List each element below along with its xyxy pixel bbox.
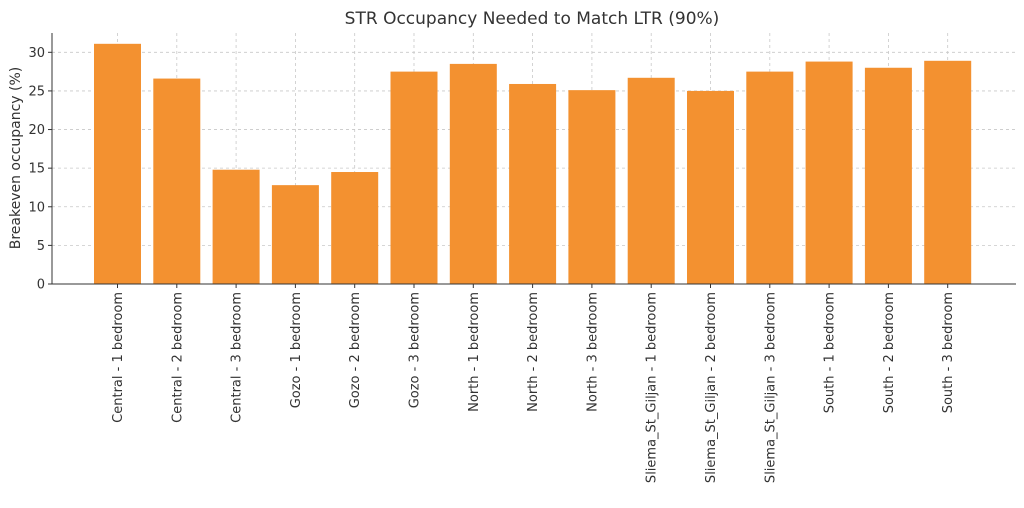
x-tick-label: Gozo - 3 bedroom bbox=[408, 292, 423, 408]
bar bbox=[390, 71, 438, 284]
axes-layer bbox=[51, 33, 1016, 285]
y-tick-label: 30 bbox=[28, 46, 45, 61]
x-tick-label: Gozo - 2 bedroom bbox=[348, 292, 363, 408]
bar bbox=[805, 61, 853, 285]
y-tick-label: 5 bbox=[37, 239, 45, 254]
y-tick-label: 10 bbox=[28, 200, 45, 215]
x-tick-label: Central - 1 bedroom bbox=[111, 292, 126, 423]
bar bbox=[331, 172, 379, 284]
y-axis-label: Breakeven occupancy (%) bbox=[8, 67, 24, 250]
y-tick-label: 0 bbox=[37, 278, 45, 293]
x-tick-label: Sliema_St_Giljan - 2 bedroom bbox=[704, 292, 719, 483]
bar bbox=[449, 63, 497, 285]
bars-layer bbox=[94, 43, 972, 285]
bar bbox=[864, 67, 912, 284]
y-tick-label: 15 bbox=[28, 162, 45, 177]
bar bbox=[568, 90, 616, 284]
x-tick-label: Gozo - 1 bedroom bbox=[289, 292, 304, 408]
x-tick-label: Sliema_St_Giljan - 1 bedroom bbox=[645, 292, 660, 483]
x-tick-label: North - 1 bedroom bbox=[467, 292, 482, 412]
y-tick-label: 25 bbox=[28, 84, 45, 99]
bar bbox=[271, 185, 319, 284]
bar bbox=[94, 43, 141, 284]
x-tick-label: North - 2 bedroom bbox=[526, 292, 541, 412]
x-tick-label: Central - 2 bedroom bbox=[170, 292, 185, 423]
bar bbox=[153, 78, 201, 284]
chart-title: STR Occupancy Needed to Match LTR (90%) bbox=[345, 9, 720, 29]
x-tick-label: South - 2 bedroom bbox=[882, 292, 897, 413]
bar bbox=[509, 83, 557, 284]
x-tick-label: North - 3 bedroom bbox=[585, 292, 600, 412]
x-tick-label: Sliema_St_Giljan - 3 bedroom bbox=[763, 292, 778, 483]
bar bbox=[212, 169, 260, 284]
ticks-layer: 0 5 10 15 20 25 30 Central - 1 bedroom Central -… bbox=[28, 46, 956, 483]
x-tick-label: South - 3 bedroom bbox=[941, 292, 956, 413]
x-tick-label: Central - 3 bedroom bbox=[230, 292, 245, 423]
bar bbox=[627, 77, 675, 284]
bar bbox=[746, 71, 794, 284]
bar bbox=[687, 90, 734, 284]
bar bbox=[924, 60, 972, 285]
y-tick-label: 20 bbox=[28, 123, 45, 138]
x-tick-label: South - 1 bedroom bbox=[823, 292, 838, 413]
